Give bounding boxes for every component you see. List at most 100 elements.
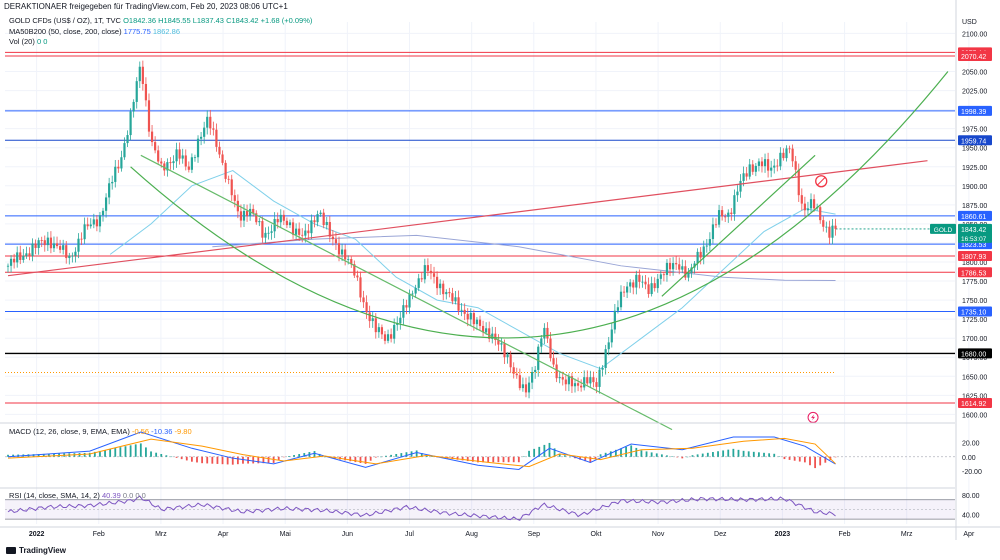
candle-body	[527, 382, 531, 393]
candle-body	[368, 312, 371, 322]
macd-histogram-bar	[155, 452, 158, 457]
macd-histogram-bar	[216, 456, 219, 464]
candle-body	[721, 210, 724, 217]
candle-body	[607, 342, 610, 350]
candle-body	[123, 143, 126, 158]
green-trendline	[661, 154, 816, 297]
level-tag	[958, 348, 992, 359]
level-tag-label: 1959.74	[961, 138, 986, 145]
time-tick-label: Nov	[652, 531, 665, 538]
candle-body	[365, 302, 368, 313]
candle-body	[224, 162, 227, 179]
macd-histogram-bar	[364, 456, 367, 464]
macd-histogram-bar	[369, 456, 372, 461]
macd-histogram-bar	[196, 456, 198, 463]
macd-histogram-bar	[686, 456, 689, 458]
candle-body	[215, 129, 218, 147]
time-tick-label: Feb	[93, 531, 105, 538]
macd-histogram-bar	[589, 456, 592, 463]
candle-body	[270, 231, 273, 233]
horizontal-levels	[5, 51, 955, 404]
symbol-legend[interactable]: GOLD CFDs (US$ / OZ), 1T, TVC O1842.36 H…	[9, 16, 312, 26]
macd-histogram-bar	[145, 447, 147, 457]
symbol-tag-label: GOLD	[934, 227, 953, 234]
candle-body	[635, 274, 638, 288]
time-tick-label: Mrz	[901, 531, 913, 538]
candle-body	[760, 161, 764, 167]
macd-histogram-bar	[676, 456, 679, 458]
candle-body	[665, 262, 669, 275]
candle-body	[25, 253, 28, 256]
candle-body	[196, 138, 200, 158]
level-tag-label: 1614.92	[961, 401, 986, 408]
rsi-pane: 80.00 40.00	[0, 487, 980, 521]
candle-body	[129, 111, 132, 136]
candle-body	[773, 165, 776, 168]
candle-body	[239, 211, 243, 221]
candle-body	[822, 220, 825, 227]
candle-body	[328, 222, 331, 237]
candle-body	[800, 195, 803, 204]
candle-body	[313, 220, 316, 223]
candle-body	[543, 327, 546, 339]
price-tick-label: 1600.00	[962, 412, 987, 419]
breakout-circle-slash	[816, 176, 826, 186]
volume-legend[interactable]: Vol (20) 0 0	[9, 37, 47, 47]
level-tag-label: 2070.42	[961, 54, 986, 61]
macd-histogram-bar	[763, 452, 765, 457]
macd-histogram-bar	[390, 454, 393, 457]
candle-body	[503, 343, 506, 358]
tradingview-brand: TradingView	[6, 545, 66, 557]
candle-body	[745, 173, 748, 177]
rsi-legend[interactable]: RSI (14, close, SMA, 14, 2) 40.39 0.0 0.…	[9, 491, 146, 501]
candle-body	[589, 377, 592, 384]
candle-body	[40, 240, 43, 241]
macd-histogram-bar	[477, 456, 479, 463]
candle-body	[537, 346, 540, 370]
candle-body	[86, 224, 89, 227]
macd-histogram-bar	[456, 456, 459, 460]
level-tag-label: 1807.93	[961, 254, 986, 261]
candle-body	[184, 155, 187, 167]
candle-body	[733, 195, 736, 214]
macd-histogram-bar	[625, 446, 627, 457]
candle-body	[16, 252, 19, 263]
candle-body	[763, 159, 767, 167]
macd-tick-label: 0.00	[962, 455, 976, 462]
tradingview-logo-icon	[6, 547, 16, 555]
candle-body	[629, 282, 632, 287]
time-tick-label: Aug	[465, 531, 478, 538]
candle-body	[549, 338, 552, 359]
candle-body	[261, 221, 264, 238]
macd-histogram-bar	[717, 451, 719, 457]
candle-body	[681, 266, 684, 270]
macd-histogram-bar	[425, 455, 428, 457]
candle-body	[141, 66, 144, 84]
macd-histogram-bar	[150, 451, 152, 457]
volume-value-2: 0	[43, 37, 48, 46]
level-tag-label: 1860.61	[961, 214, 986, 221]
macd-histogram-bar	[512, 456, 515, 463]
candle-body	[727, 212, 730, 217]
macd-histogram-bar	[420, 453, 423, 457]
macd-histogram-bar	[548, 442, 551, 457]
macd-label: MACD (12, 26, close, 9, EMA, EMA)	[9, 427, 130, 436]
candle-body	[797, 169, 800, 196]
macd-histogram-bar	[809, 456, 811, 466]
candle-body	[383, 334, 387, 341]
candle-body	[622, 291, 626, 293]
candle-body	[166, 162, 169, 171]
candles	[6, 60, 837, 399]
candle-body	[132, 101, 135, 112]
level-tag-label: 1998.39	[961, 109, 986, 116]
macd-histogram-bar	[114, 448, 117, 457]
ma-legend[interactable]: MA50B200 (50, close, 200, close) 1775.75…	[9, 27, 180, 37]
macd-histogram-bar	[834, 456, 837, 458]
candle-body	[834, 225, 837, 229]
macd-histogram-bar	[236, 456, 239, 465]
rsi-tick-label: 40.00	[962, 512, 980, 519]
macd-histogram-bar	[385, 455, 387, 457]
macd-legend[interactable]: MACD (12, 26, close, 9, EMA, EMA) -0.56 …	[9, 427, 192, 437]
macd-histogram-bar	[553, 448, 556, 457]
